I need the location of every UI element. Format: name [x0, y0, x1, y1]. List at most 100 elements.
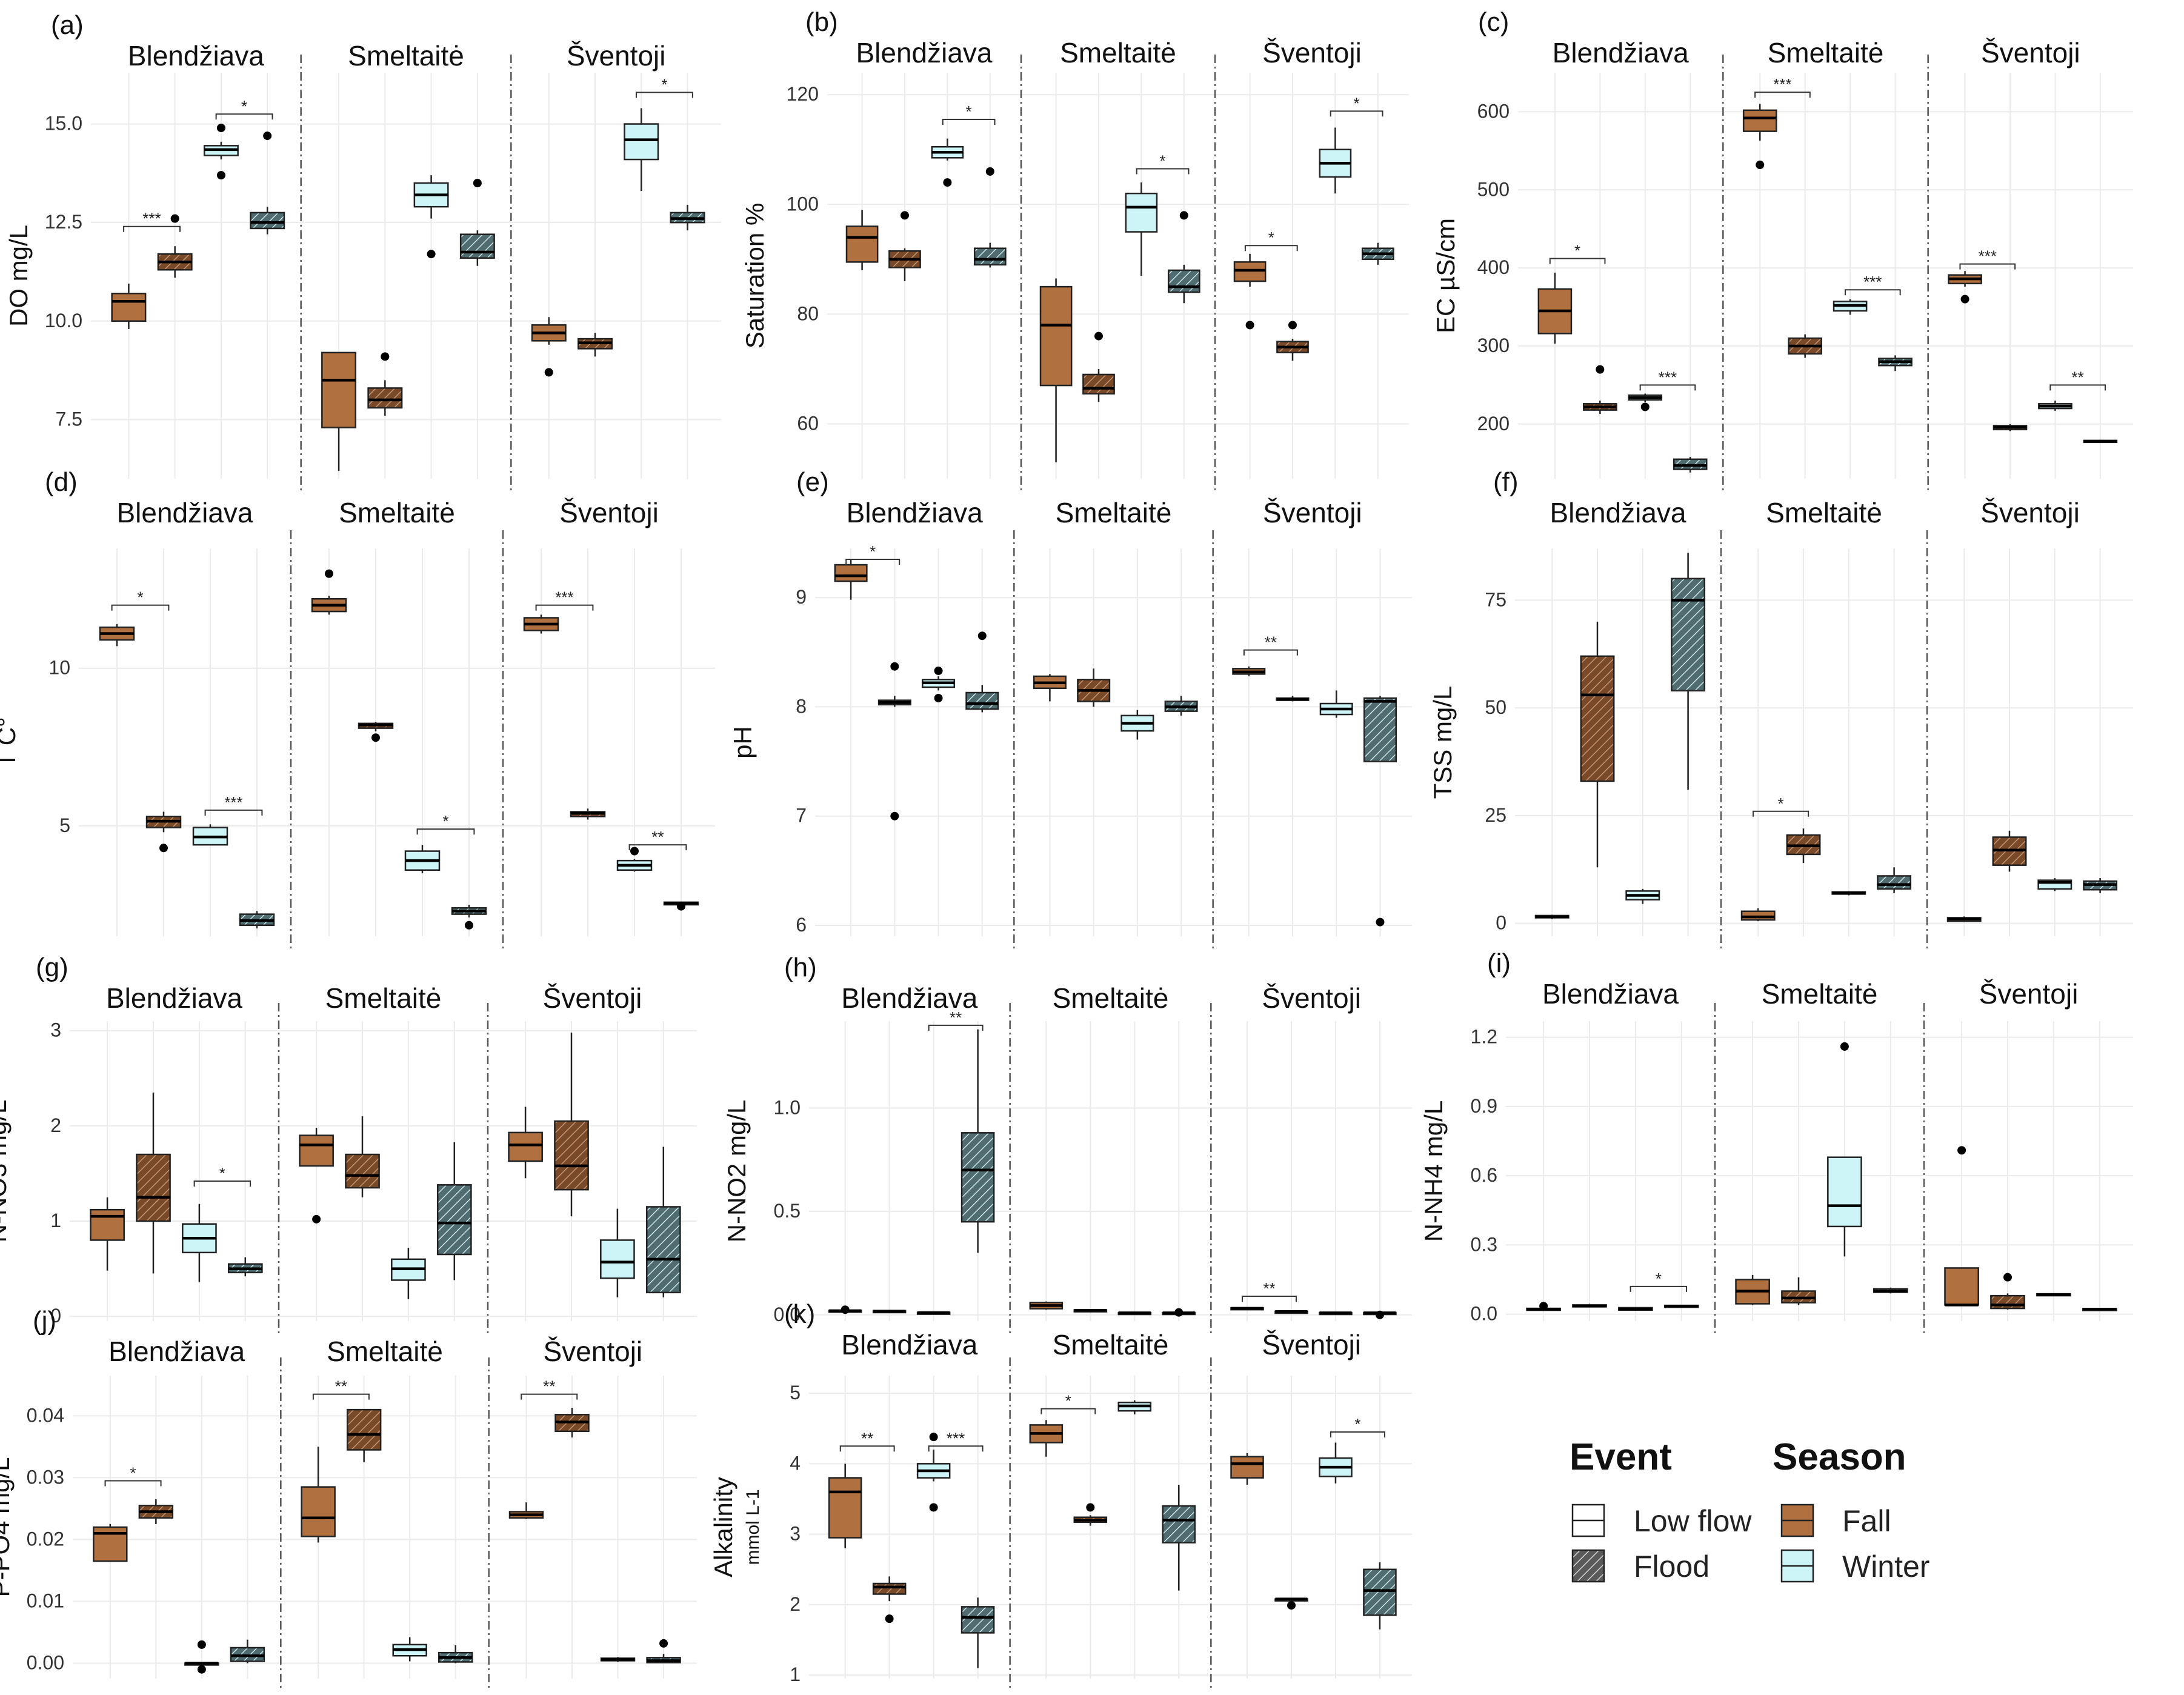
y-axis-label: P-PO4 mg/L [0, 1457, 15, 1597]
panel-g: 0 1 2 3 (g) N-NO3 mg/L Blendžiava * Smeltaitė Šve… [0, 953, 697, 1333]
significance-bracket [521, 1393, 578, 1400]
panel-letter: (h) [784, 953, 817, 982]
outlier-point [841, 1305, 850, 1314]
y-tick-label: 200 [1477, 413, 1510, 435]
y-tick-label: 0 [50, 1305, 61, 1327]
significance-bracket [928, 1024, 984, 1031]
y-tick-label: 1 [790, 1663, 801, 1685]
significance-label: * [219, 1164, 225, 1182]
legend-label-lowflow: Low flow [1634, 1504, 1752, 1538]
site-label: Šventoji [1979, 978, 2079, 1010]
outlier-point [934, 693, 943, 702]
box-fall-flood [872, 1582, 907, 1595]
y-tick-label: 1 [50, 1210, 61, 1231]
significance-bracket [215, 113, 273, 120]
box-fall-lowflow [321, 351, 357, 428]
box-winter-flood [1167, 269, 1200, 293]
significance-bracket [1753, 810, 1809, 817]
legend-season-title: Season [1773, 1436, 1906, 1478]
y-axis-label: EC µS/cm [1431, 218, 1460, 333]
y-tick-label: 0.9 [1471, 1095, 1497, 1117]
y-tick-label: 120 [787, 83, 819, 105]
panel-letter: (f) [1493, 467, 1519, 497]
outlier-point [1375, 1310, 1384, 1319]
outlier-point [1539, 1302, 1548, 1311]
significance-bracket [1040, 1408, 1096, 1414]
y-tick-label: 0.0 [1471, 1303, 1497, 1325]
site-label: Smeltaitė [1762, 978, 1878, 1010]
box-winter-flood [965, 691, 999, 710]
panel-a: 7.510.012.515.0(a)DO mg/LBlendžiava****S… [4, 10, 721, 491]
outlier-point [1174, 1308, 1184, 1317]
significance-label: * [661, 76, 667, 94]
box-fall-lowflow [299, 1134, 334, 1167]
box-winter-flood [436, 1184, 472, 1256]
outlier-point [312, 1214, 321, 1224]
significance-bracket [635, 92, 693, 98]
box-fall-lowflow [1230, 1456, 1264, 1479]
outlier-point [197, 1665, 206, 1674]
site-label: Blendžiava [1550, 497, 1686, 528]
box-fall-lowflow [111, 293, 147, 322]
significance-bracket [535, 604, 594, 611]
outlier-point [381, 352, 390, 361]
outlier-point [1094, 331, 1103, 341]
outlier-point [985, 167, 994, 176]
significance-label: *** [224, 793, 242, 811]
significance-bracket [1244, 245, 1298, 251]
significance-label: *** [142, 210, 161, 228]
box-fall-lowflow [828, 1477, 862, 1539]
significance-bracket [1330, 1431, 1385, 1438]
box-winter-flood [1671, 578, 1706, 691]
significance-label: * [1778, 794, 1784, 813]
box-fall-flood [367, 387, 403, 409]
panel-letter: (d) [45, 467, 78, 497]
site-label: Šventoji [559, 497, 659, 528]
site-label: Blendžiava [856, 37, 992, 68]
outlier-point [890, 811, 899, 821]
significance-bracket [1242, 1296, 1297, 1302]
y-tick-label: 0.00 [27, 1651, 64, 1673]
y-axis-label: Alkalinity [709, 1477, 737, 1577]
outlier-point [1957, 1146, 1966, 1155]
significance-bracket [1754, 92, 1811, 98]
outlier-point [1640, 402, 1650, 411]
site-label: Šventoji [1262, 982, 1361, 1014]
box-fall-flood [1990, 1294, 2025, 1310]
box-winter-lowflow [1827, 1156, 1862, 1228]
outlier-point [630, 847, 639, 856]
panel-e: 6 7 8 9 (e) pH Blendžiava * Smeltaitė Šventoji ** [728, 467, 1412, 948]
y-tick-label: 0.3 [1471, 1233, 1497, 1255]
y-tick-label: 5 [59, 814, 70, 836]
outlier-point [544, 368, 553, 377]
outlier-point [659, 1639, 668, 1648]
site-label: Šventoji [567, 40, 666, 72]
significance-bracket [942, 118, 996, 125]
y-tick-label: 300 [1477, 335, 1510, 356]
significance-label: * [966, 102, 972, 121]
significance-bracket [1243, 649, 1298, 656]
box-winter-flood [645, 1206, 681, 1294]
box-winter-flood [459, 233, 495, 259]
significance-label: * [1574, 242, 1580, 260]
y-tick-label: 100 [787, 193, 819, 215]
box-fall-flood [136, 1153, 171, 1222]
outlier-point [929, 1433, 938, 1442]
site-label: Smeltaitė [327, 1336, 443, 1367]
box-fall-lowflow [845, 225, 879, 263]
box-fall-lowflow [834, 564, 868, 582]
outlier-point [216, 124, 225, 133]
y-tick-label: 4 [790, 1452, 801, 1474]
outlier-point [1840, 1042, 1849, 1051]
legend-key-flood [1571, 1549, 1605, 1583]
y-tick-label: 2 [790, 1593, 801, 1615]
y-axis-label: N-NO3 mg/L [0, 1100, 12, 1243]
y-tick-label: 0.0 [774, 1304, 801, 1325]
site-label: Šventoji [544, 1336, 643, 1367]
significance-label: *** [1979, 247, 1997, 265]
y-axis-label: N-NH4 mg/L [1419, 1101, 1448, 1242]
y-tick-label: 80 [797, 302, 819, 324]
y-tick-label: 9 [796, 586, 807, 608]
site-label: Blendžiava [116, 497, 253, 528]
box-fall-lowflow [1742, 109, 1777, 132]
